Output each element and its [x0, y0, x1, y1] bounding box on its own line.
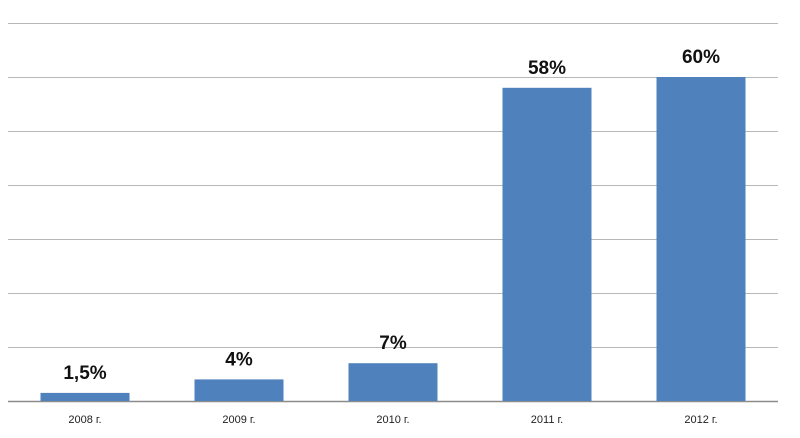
gridlines	[8, 23, 778, 403]
bar-1	[40, 392, 130, 401]
x-tick-label-2: 2009 г.	[222, 414, 255, 426]
data-label-5: 60%	[682, 47, 720, 68]
x-tick-label-4: 2011 г.	[531, 414, 563, 426]
data-label-3: 7%	[379, 333, 407, 354]
x-tick-label-5: 2012 г.	[684, 414, 717, 426]
bar-2	[194, 379, 284, 401]
bar-3	[348, 363, 438, 401]
data-label-4: 58%	[528, 58, 566, 79]
bars	[40, 77, 746, 402]
data-labels: 1,5% 4% 7% 58% 60%	[63, 47, 720, 384]
x-tick-labels: 2008 г. 2009 г. 2010 г. 2011 г. 2012 г.	[68, 414, 717, 426]
x-tick-label-1: 2008 г.	[68, 414, 101, 426]
bar-5	[656, 77, 746, 401]
data-label-2: 4%	[225, 349, 253, 370]
data-label-1: 1,5%	[63, 363, 106, 384]
x-tick-label-3: 2010 г.	[376, 414, 409, 426]
bar-4	[502, 87, 592, 402]
